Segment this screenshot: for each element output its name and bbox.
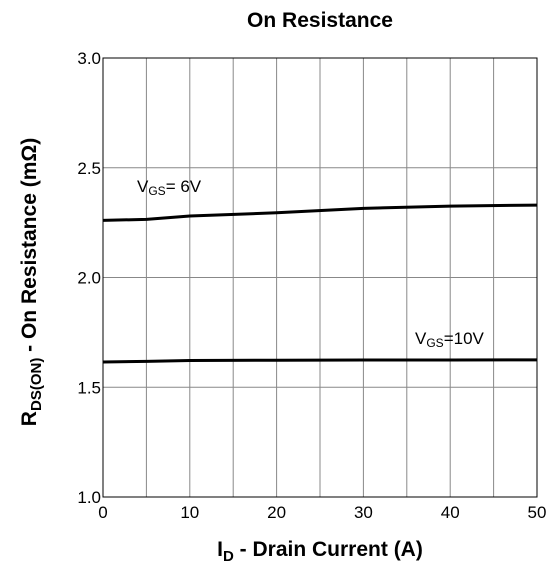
series-label-part: GS: [148, 184, 165, 198]
x-tick-label: 40: [441, 503, 460, 522]
y-tick-label: 3.0: [77, 49, 101, 68]
x-tick-label: 50: [528, 503, 547, 522]
series-label-part: GS: [426, 336, 443, 350]
y-tick-label: 2.5: [77, 159, 101, 178]
y-tick-label: 1.0: [77, 488, 101, 507]
x-tick-label: 20: [267, 503, 286, 522]
series-label: VGS=10V: [415, 329, 485, 350]
x-tick-label: 30: [354, 503, 373, 522]
x-tick-label: 10: [180, 503, 199, 522]
series-line: [102, 358, 538, 364]
y-axis-label: RDS(ON) - On Resistance (mΩ): [18, 138, 45, 426]
y-axis-label-part: DS(ON): [28, 358, 45, 411]
x-axis-label: ID - Drain Current (A): [217, 538, 423, 565]
y-tick-label: 1.5: [77, 378, 101, 397]
series-label: VGS= 6V: [137, 177, 202, 198]
series-label-part: V: [137, 177, 149, 196]
y-axis-label-part: R: [18, 411, 41, 426]
series-label-part: V: [415, 329, 427, 348]
chart-title: On Resistance: [247, 9, 393, 32]
x-axis-label-part: D: [223, 548, 234, 565]
y-axis-label-part: - On Resistance (mΩ): [18, 138, 41, 358]
x-tick-label: 0: [98, 503, 107, 522]
x-axis-label-part: I: [217, 538, 223, 561]
y-tick-label: 2.0: [77, 269, 101, 288]
series-label-part: =10V: [444, 329, 485, 348]
series-label-part: = 6V: [166, 177, 202, 196]
x-axis-label-part: - Drain Current (A): [234, 538, 423, 561]
series-line: [102, 203, 538, 222]
plot-frame: [102, 57, 538, 498]
